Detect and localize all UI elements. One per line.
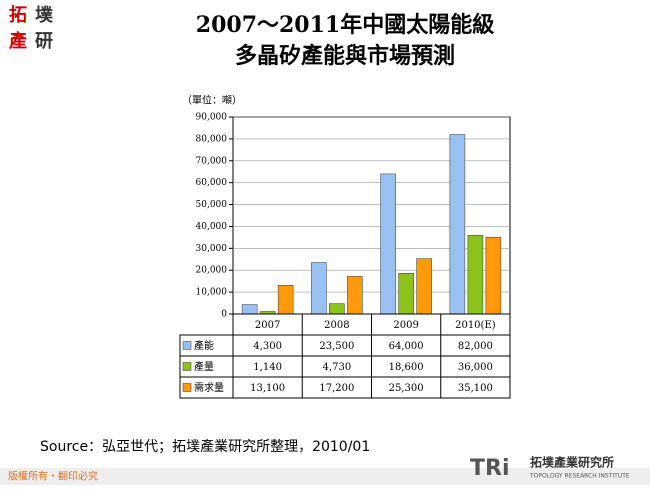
- x-tick-label: 2007: [255, 320, 280, 331]
- legend-label: 需求量: [194, 382, 224, 394]
- footer-band: [0, 468, 650, 485]
- legend-swatch: [182, 362, 192, 371]
- table-value: 18,600: [389, 362, 424, 373]
- table-value: 4,300: [253, 341, 282, 352]
- table-value: 36,000: [458, 362, 493, 373]
- bar: [329, 303, 345, 315]
- table-value: 13,100: [250, 383, 285, 394]
- legend-swatch: [182, 383, 192, 392]
- legend-label: 產量: [194, 360, 214, 373]
- brand-mark: TRi: [470, 456, 510, 481]
- logo-char: 研: [35, 31, 53, 52]
- bar: [241, 304, 258, 315]
- bar: [311, 262, 327, 315]
- legend-label: 產能: [194, 339, 214, 352]
- bar: [380, 173, 396, 315]
- source: Source：弘亞世代；拓墣產業研究所整理，2010/01: [40, 438, 370, 455]
- y-tick-label: 0: [221, 310, 227, 320]
- bar: [416, 258, 432, 315]
- table-value: 82,000: [458, 341, 493, 352]
- table-value: 35,100: [458, 383, 493, 394]
- logo-char: 產: [9, 30, 27, 52]
- unit-label: （單位：噸）: [182, 94, 242, 107]
- legend-swatch: [182, 341, 192, 350]
- table-value: 17,200: [319, 383, 354, 394]
- logo-char: 拓: [9, 4, 27, 26]
- title-line: 多晶矽產能與市場預測: [235, 43, 455, 69]
- brand-sub: TOPOLOGY RESEARCH INSTITUTE: [529, 473, 630, 480]
- table-value: 64,000: [389, 341, 424, 352]
- table-value: 1,140: [253, 362, 282, 373]
- y-tick-label: 20,000: [196, 266, 228, 276]
- bar: [467, 234, 484, 315]
- table-value: 25,300: [389, 383, 424, 394]
- title-line: 2007～2011年中國太陽能級: [196, 12, 494, 38]
- x-tick-label: 2008: [324, 320, 349, 331]
- y-tick-label: 10,000: [196, 288, 228, 298]
- table-value: 4,730: [323, 362, 352, 373]
- bar: [347, 276, 363, 315]
- y-tick-label: 40,000: [196, 222, 228, 232]
- bar: [277, 285, 294, 315]
- y-tick-label: 70,000: [196, 156, 228, 166]
- y-tick-label: 60,000: [196, 178, 228, 188]
- copyright: 版權所有‧翻印必究: [8, 470, 98, 483]
- logo-box: [4, 2, 62, 60]
- y-tick-label: 90,000: [196, 113, 228, 123]
- y-tick-label: 50,000: [196, 200, 228, 210]
- y-tick-label: 80,000: [196, 134, 228, 144]
- table-value: 23,500: [319, 341, 354, 352]
- x-tick-label: 2010(E): [455, 320, 496, 331]
- brand-name: 拓墣產業研究所: [530, 455, 614, 470]
- x-tick-label: 2009: [393, 320, 418, 331]
- y-tick-label: 30,000: [196, 244, 228, 254]
- logo-char: 墣: [35, 5, 53, 26]
- bar: [485, 236, 502, 315]
- bar: [449, 134, 466, 315]
- bar: [398, 273, 414, 315]
